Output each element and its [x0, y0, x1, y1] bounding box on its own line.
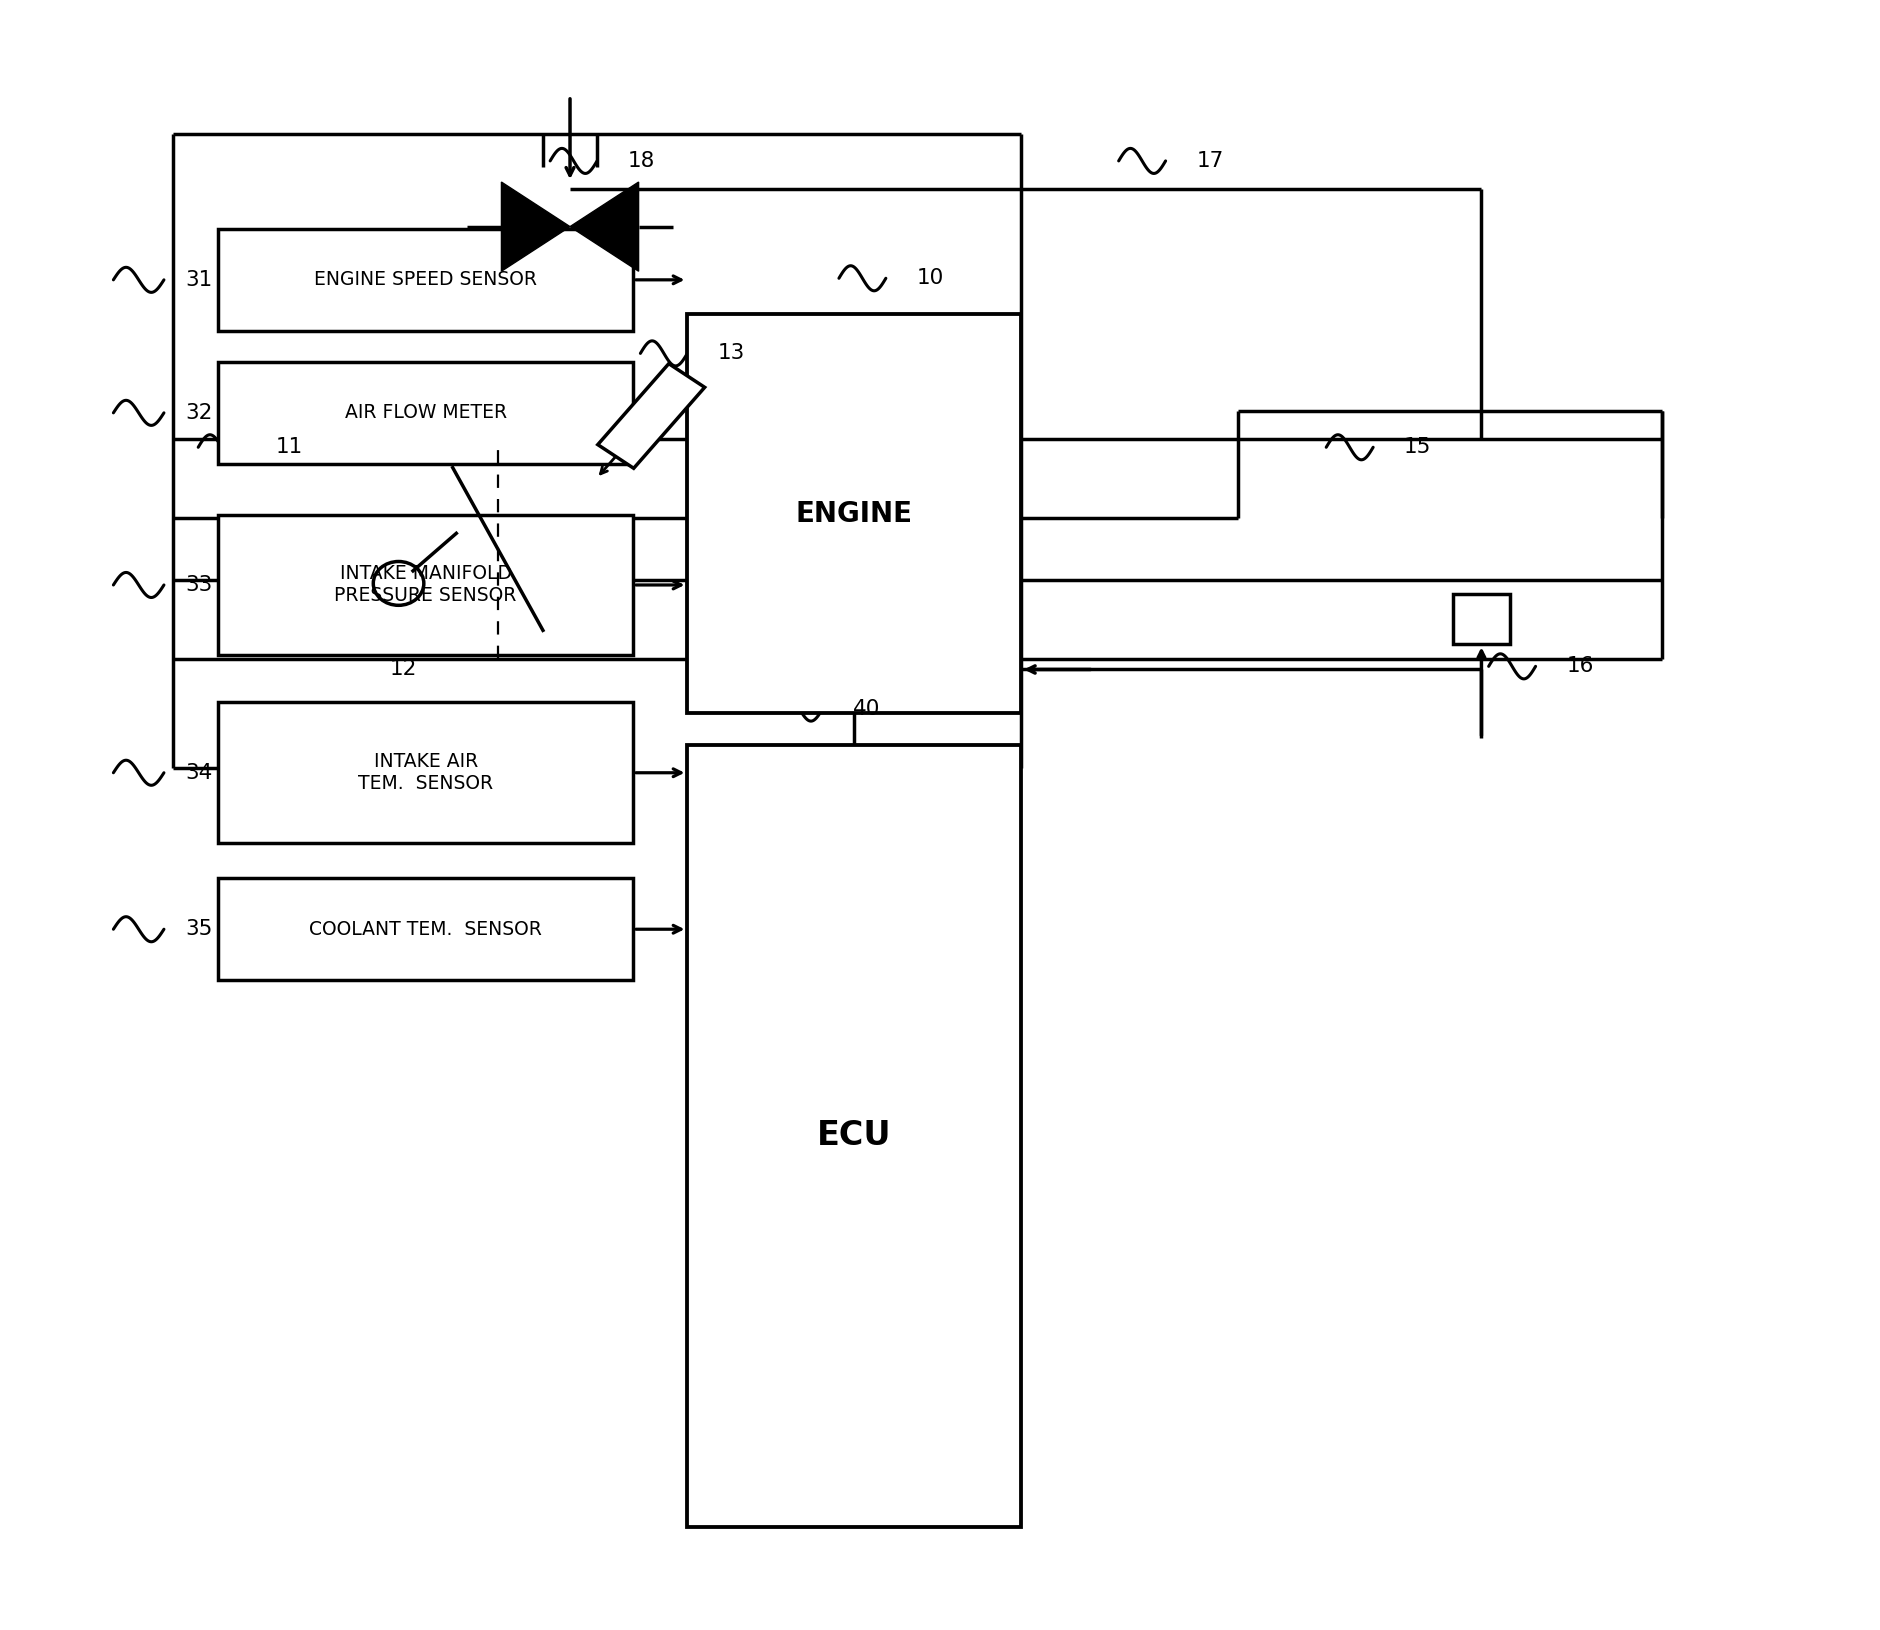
Text: 34: 34	[186, 763, 212, 782]
Text: 32: 32	[186, 403, 212, 422]
Text: 18: 18	[628, 152, 654, 171]
Bar	[1453, 595, 1510, 644]
Text: 33: 33	[186, 575, 212, 595]
Polygon shape	[502, 183, 570, 271]
Text: COOLANT TEM.  SENSOR: COOLANT TEM. SENSOR	[308, 919, 541, 939]
Text: 35: 35	[186, 919, 212, 939]
Text: 16: 16	[1566, 657, 1594, 676]
Text: 13: 13	[718, 344, 744, 363]
Text: 17: 17	[1196, 152, 1224, 171]
Bar	[218, 879, 634, 980]
Bar	[688, 745, 1021, 1527]
Text: INTAKE AIR
TEM.  SENSOR: INTAKE AIR TEM. SENSOR	[357, 753, 493, 794]
Text: 40: 40	[854, 699, 880, 719]
Text: INTAKE MANIFOLD
PRESSURE SENSOR: INTAKE MANIFOLD PRESSURE SENSOR	[335, 564, 517, 605]
Text: 31: 31	[186, 271, 212, 290]
Text: 15: 15	[1404, 437, 1431, 458]
Bar	[218, 703, 634, 843]
Polygon shape	[570, 183, 639, 271]
Text: 11: 11	[276, 437, 303, 458]
Text: 10: 10	[917, 269, 944, 289]
Text: ENGINE: ENGINE	[795, 500, 914, 528]
Bar	[218, 515, 634, 655]
Text: 12: 12	[389, 660, 417, 680]
Polygon shape	[598, 363, 705, 468]
Bar	[218, 228, 634, 331]
Text: ENGINE SPEED SENSOR: ENGINE SPEED SENSOR	[314, 271, 538, 290]
Bar	[218, 362, 634, 463]
Bar	[688, 315, 1021, 714]
Text: ECU: ECU	[818, 1120, 891, 1152]
Text: AIR FLOW METER: AIR FLOW METER	[344, 403, 508, 422]
